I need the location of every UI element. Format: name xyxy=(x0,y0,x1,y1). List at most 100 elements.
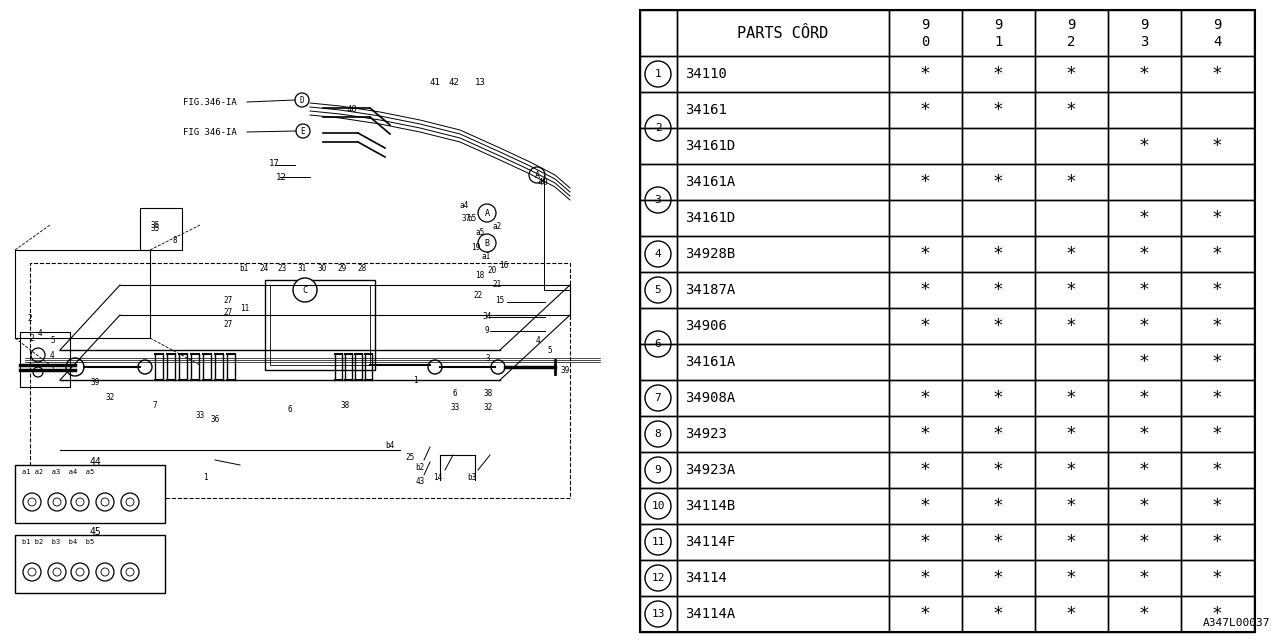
Bar xyxy=(270,285,370,365)
Circle shape xyxy=(138,360,152,374)
Text: 9: 9 xyxy=(1213,18,1221,32)
Text: 24: 24 xyxy=(260,264,269,273)
Bar xyxy=(963,92,1036,128)
Text: *: * xyxy=(1065,281,1076,299)
Text: 38: 38 xyxy=(484,388,493,397)
Bar xyxy=(890,560,963,596)
Text: *: * xyxy=(1139,209,1149,227)
Bar xyxy=(677,164,890,200)
Text: 32: 32 xyxy=(484,403,493,413)
Circle shape xyxy=(96,493,114,511)
Bar xyxy=(265,280,375,370)
Bar xyxy=(1108,200,1181,236)
Circle shape xyxy=(293,278,317,302)
Bar xyxy=(1181,200,1254,236)
Text: *: * xyxy=(1212,605,1222,623)
Text: PARTS CÔRD: PARTS CÔRD xyxy=(737,26,828,40)
Text: *: * xyxy=(919,533,931,551)
Circle shape xyxy=(52,568,61,576)
Bar xyxy=(1036,344,1108,380)
Text: 33: 33 xyxy=(196,410,205,419)
Text: *: * xyxy=(992,533,1004,551)
Text: *: * xyxy=(1065,389,1076,407)
Text: *: * xyxy=(1212,461,1222,479)
Text: *: * xyxy=(1065,461,1076,479)
Text: D: D xyxy=(300,95,305,104)
Text: 2: 2 xyxy=(654,123,662,133)
Text: E: E xyxy=(301,127,306,136)
Text: 25: 25 xyxy=(406,454,415,463)
Text: B: B xyxy=(485,239,489,248)
Bar xyxy=(1181,56,1254,92)
Circle shape xyxy=(31,348,45,362)
Text: *: * xyxy=(992,173,1004,191)
Text: 34161D: 34161D xyxy=(685,211,735,225)
Text: 2: 2 xyxy=(28,314,32,323)
Text: 39: 39 xyxy=(561,365,570,374)
Bar xyxy=(1108,344,1181,380)
Bar xyxy=(640,10,677,56)
Bar xyxy=(963,164,1036,200)
Text: *: * xyxy=(1212,353,1222,371)
Bar xyxy=(677,92,890,128)
Text: 4: 4 xyxy=(536,335,540,344)
Text: 1: 1 xyxy=(993,35,1002,49)
Bar xyxy=(677,200,890,236)
Bar xyxy=(1036,128,1108,164)
Text: *: * xyxy=(919,497,931,515)
Text: 8: 8 xyxy=(654,429,662,439)
Circle shape xyxy=(101,498,109,506)
Text: 23: 23 xyxy=(278,264,287,273)
Text: *: * xyxy=(919,461,931,479)
Text: 34187A: 34187A xyxy=(685,283,735,297)
Text: 6: 6 xyxy=(288,406,292,415)
Text: 9: 9 xyxy=(920,18,929,32)
Text: 27: 27 xyxy=(224,319,233,328)
Text: 27: 27 xyxy=(224,307,233,317)
Bar xyxy=(890,10,963,56)
Text: a1: a1 xyxy=(481,252,490,260)
Circle shape xyxy=(23,493,41,511)
Text: 5: 5 xyxy=(654,285,662,295)
Text: 20: 20 xyxy=(488,266,497,275)
Bar xyxy=(1108,92,1181,128)
Bar xyxy=(640,56,677,92)
Bar xyxy=(1036,92,1108,128)
Text: b5: b5 xyxy=(467,214,476,223)
Circle shape xyxy=(33,367,44,377)
Circle shape xyxy=(122,493,140,511)
Bar xyxy=(1108,164,1181,200)
Text: 44: 44 xyxy=(90,457,101,467)
Text: 9: 9 xyxy=(1139,18,1148,32)
Text: *: * xyxy=(1139,605,1149,623)
Bar xyxy=(1036,308,1108,344)
Bar xyxy=(890,452,963,488)
Text: *: * xyxy=(1212,281,1222,299)
Text: *: * xyxy=(1139,137,1149,155)
Text: *: * xyxy=(992,461,1004,479)
Text: 34110: 34110 xyxy=(685,67,727,81)
Bar xyxy=(677,524,890,560)
Text: *: * xyxy=(1065,569,1076,587)
Bar xyxy=(963,560,1036,596)
Text: *: * xyxy=(1065,425,1076,443)
Text: *: * xyxy=(1212,245,1222,263)
Bar xyxy=(890,308,963,344)
Text: 34114: 34114 xyxy=(685,571,727,585)
Text: 15: 15 xyxy=(495,296,504,305)
Bar xyxy=(963,380,1036,416)
Bar xyxy=(677,416,890,452)
Text: *: * xyxy=(1065,101,1076,119)
Text: 28: 28 xyxy=(357,264,366,273)
Text: 43: 43 xyxy=(416,477,425,486)
Bar xyxy=(677,344,890,380)
Text: 5: 5 xyxy=(51,335,55,344)
Text: *: * xyxy=(1065,65,1076,83)
Bar xyxy=(963,10,1036,56)
Text: *: * xyxy=(992,497,1004,515)
Text: *: * xyxy=(1139,425,1149,443)
Text: A347L00037: A347L00037 xyxy=(1202,618,1270,628)
Bar xyxy=(1181,128,1254,164)
Text: *: * xyxy=(1139,461,1149,479)
Text: *: * xyxy=(992,605,1004,623)
